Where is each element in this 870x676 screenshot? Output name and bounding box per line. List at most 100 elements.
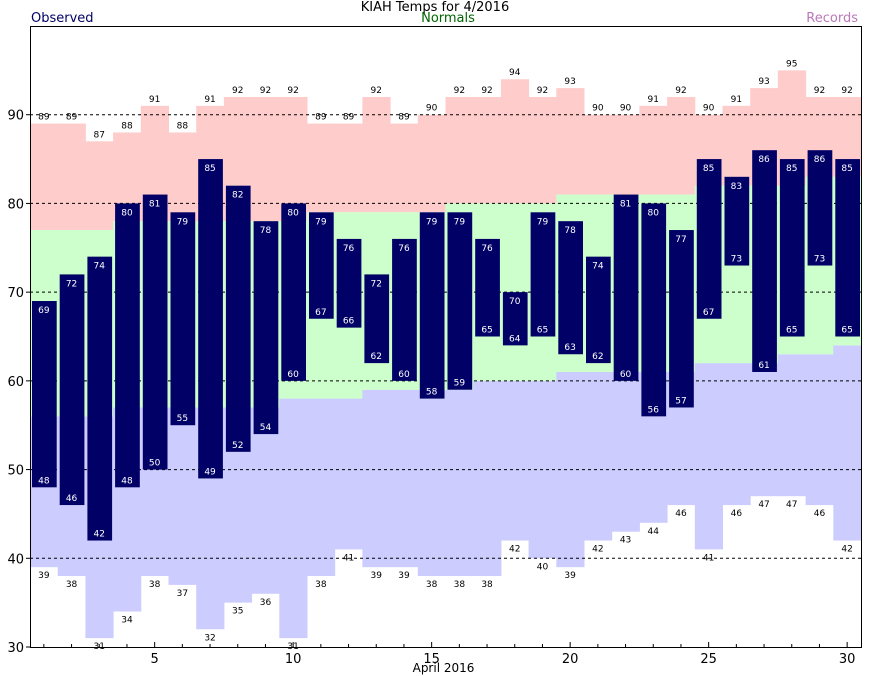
record-low-label-day-19: 40	[537, 562, 549, 572]
record-high-band-day-26	[722, 105, 751, 186]
y-tick-label-70: 70	[7, 286, 24, 301]
record-high-label-day-2: 89	[66, 113, 78, 123]
observed-high-label-day-6: 79	[177, 217, 189, 227]
record-low-label-day-1: 39	[38, 571, 50, 581]
record-high-band-day-6	[168, 132, 197, 222]
observed-low-label-day-7: 49	[204, 467, 216, 477]
observed-bar-day-16	[447, 212, 473, 390]
record-high-label-day-1: 89	[38, 113, 50, 123]
observed-bar-day-9	[253, 221, 279, 435]
record-high-band-day-24	[667, 96, 696, 195]
observed-high-label-day-1: 69	[38, 306, 50, 316]
record-high-band-day-23	[639, 105, 668, 195]
record-low-band-day-16	[445, 389, 474, 577]
observed-high-label-day-20: 78	[564, 226, 576, 236]
y-tick-label-50: 50	[7, 464, 24, 479]
observed-low-label-day-10: 60	[287, 370, 299, 380]
record-low-band-day-10	[279, 398, 308, 639]
observed-high-label-day-14: 76	[398, 244, 410, 254]
observed-low-label-day-21: 62	[592, 352, 603, 362]
observed-high-label-day-9: 78	[260, 226, 272, 236]
y-tick-label-60: 60	[7, 375, 24, 390]
record-low-label-day-29: 46	[814, 509, 826, 519]
record-high-band-day-13	[362, 96, 391, 213]
record-low-label-day-6: 37	[177, 589, 188, 599]
observed-bar-day-2	[59, 274, 85, 506]
record-high-band-day-3	[85, 141, 114, 231]
observed-high-label-day-13: 72	[371, 279, 382, 289]
observed-bar-day-20	[558, 221, 583, 355]
observed-bar-day-19	[530, 212, 556, 337]
record-high-band-day-18	[500, 79, 530, 204]
observed-bar-day-8	[225, 185, 251, 452]
record-low-band-day-15	[417, 389, 446, 577]
observed-low-label-day-28: 65	[786, 326, 797, 336]
record-high-band-day-16	[445, 96, 474, 204]
record-high-band-day-2	[57, 123, 86, 231]
observed-high-label-day-5: 81	[149, 200, 160, 210]
record-high-label-day-14: 89	[398, 113, 410, 123]
x-tick-label-25: 25	[700, 652, 717, 667]
observed-bar-day-27	[752, 150, 777, 372]
record-high-label-day-9: 92	[260, 86, 271, 96]
observed-bar-day-28	[779, 159, 805, 337]
x-axis-label: April 2016	[412, 661, 475, 675]
observed-bar-day-18	[502, 292, 528, 346]
observed-bar-day-3	[87, 256, 113, 541]
record-low-band-day-25	[694, 363, 723, 550]
legend-observed: Observed	[31, 11, 94, 26]
observed-low-label-day-5: 50	[149, 459, 161, 469]
record-high-label-day-18: 94	[509, 68, 521, 78]
record-high-label-day-4: 88	[121, 121, 133, 131]
observed-high-label-day-21: 74	[592, 262, 604, 272]
observed-low-label-day-1: 48	[38, 476, 50, 486]
record-low-band-day-27	[750, 363, 779, 497]
record-high-band-day-20	[556, 88, 585, 195]
legend-records: Records	[806, 11, 858, 26]
chart-title: KIAH Temps for 4/2016	[360, 0, 510, 15]
observed-bar-day-23	[641, 203, 667, 417]
observed-low-label-day-16: 59	[454, 379, 466, 389]
observed-bar-day-11	[309, 212, 334, 319]
x-tick-label-30: 30	[839, 652, 856, 667]
record-low-label-day-15: 38	[426, 580, 438, 590]
record-low-label-day-17: 38	[481, 580, 493, 590]
x-tick-label-15: 15	[423, 652, 440, 667]
record-low-label-day-13: 39	[371, 571, 383, 581]
observed-bar-day-21	[586, 256, 611, 364]
record-high-label-day-8: 92	[232, 86, 243, 96]
observed-high-label-day-11: 79	[315, 217, 327, 227]
record-low-label-day-11: 38	[315, 580, 327, 590]
legend-normals: Normals	[421, 11, 475, 26]
observed-bar-day-15	[419, 212, 445, 399]
record-high-label-day-15: 90	[426, 104, 438, 114]
observed-high-label-day-23: 80	[648, 208, 660, 218]
y-tick-label-90: 90	[7, 109, 24, 124]
observed-low-label-day-14: 60	[398, 370, 410, 380]
observed-bar-day-29	[807, 150, 833, 266]
record-low-label-day-8: 35	[232, 607, 243, 617]
record-low-band-day-6	[168, 407, 197, 585]
observed-high-label-day-26: 83	[731, 182, 742, 192]
record-low-label-day-28: 47	[786, 500, 797, 510]
observed-high-label-day-7: 85	[204, 164, 215, 174]
observed-high-label-day-15: 79	[426, 217, 438, 227]
record-high-label-day-25: 90	[703, 104, 715, 114]
observed-low-label-day-19: 65	[537, 326, 548, 336]
observed-low-label-day-25: 67	[703, 308, 714, 318]
record-high-band-day-10	[279, 96, 308, 222]
record-high-label-day-11: 89	[315, 113, 327, 123]
observed-bar-day-30	[835, 159, 860, 337]
observed-high-label-day-24: 77	[675, 235, 686, 245]
record-high-label-day-7: 91	[204, 95, 215, 105]
record-low-band-day-17	[473, 380, 502, 577]
record-low-label-day-30: 42	[841, 545, 852, 555]
record-low-label-day-9: 36	[260, 598, 272, 608]
observed-low-label-day-15: 58	[426, 388, 438, 398]
record-low-band-day-11	[307, 398, 336, 577]
record-low-label-day-27: 47	[758, 500, 769, 510]
record-low-label-day-4: 34	[121, 616, 133, 626]
observed-bar-day-26	[724, 176, 750, 266]
record-high-band-day-12	[334, 123, 363, 213]
